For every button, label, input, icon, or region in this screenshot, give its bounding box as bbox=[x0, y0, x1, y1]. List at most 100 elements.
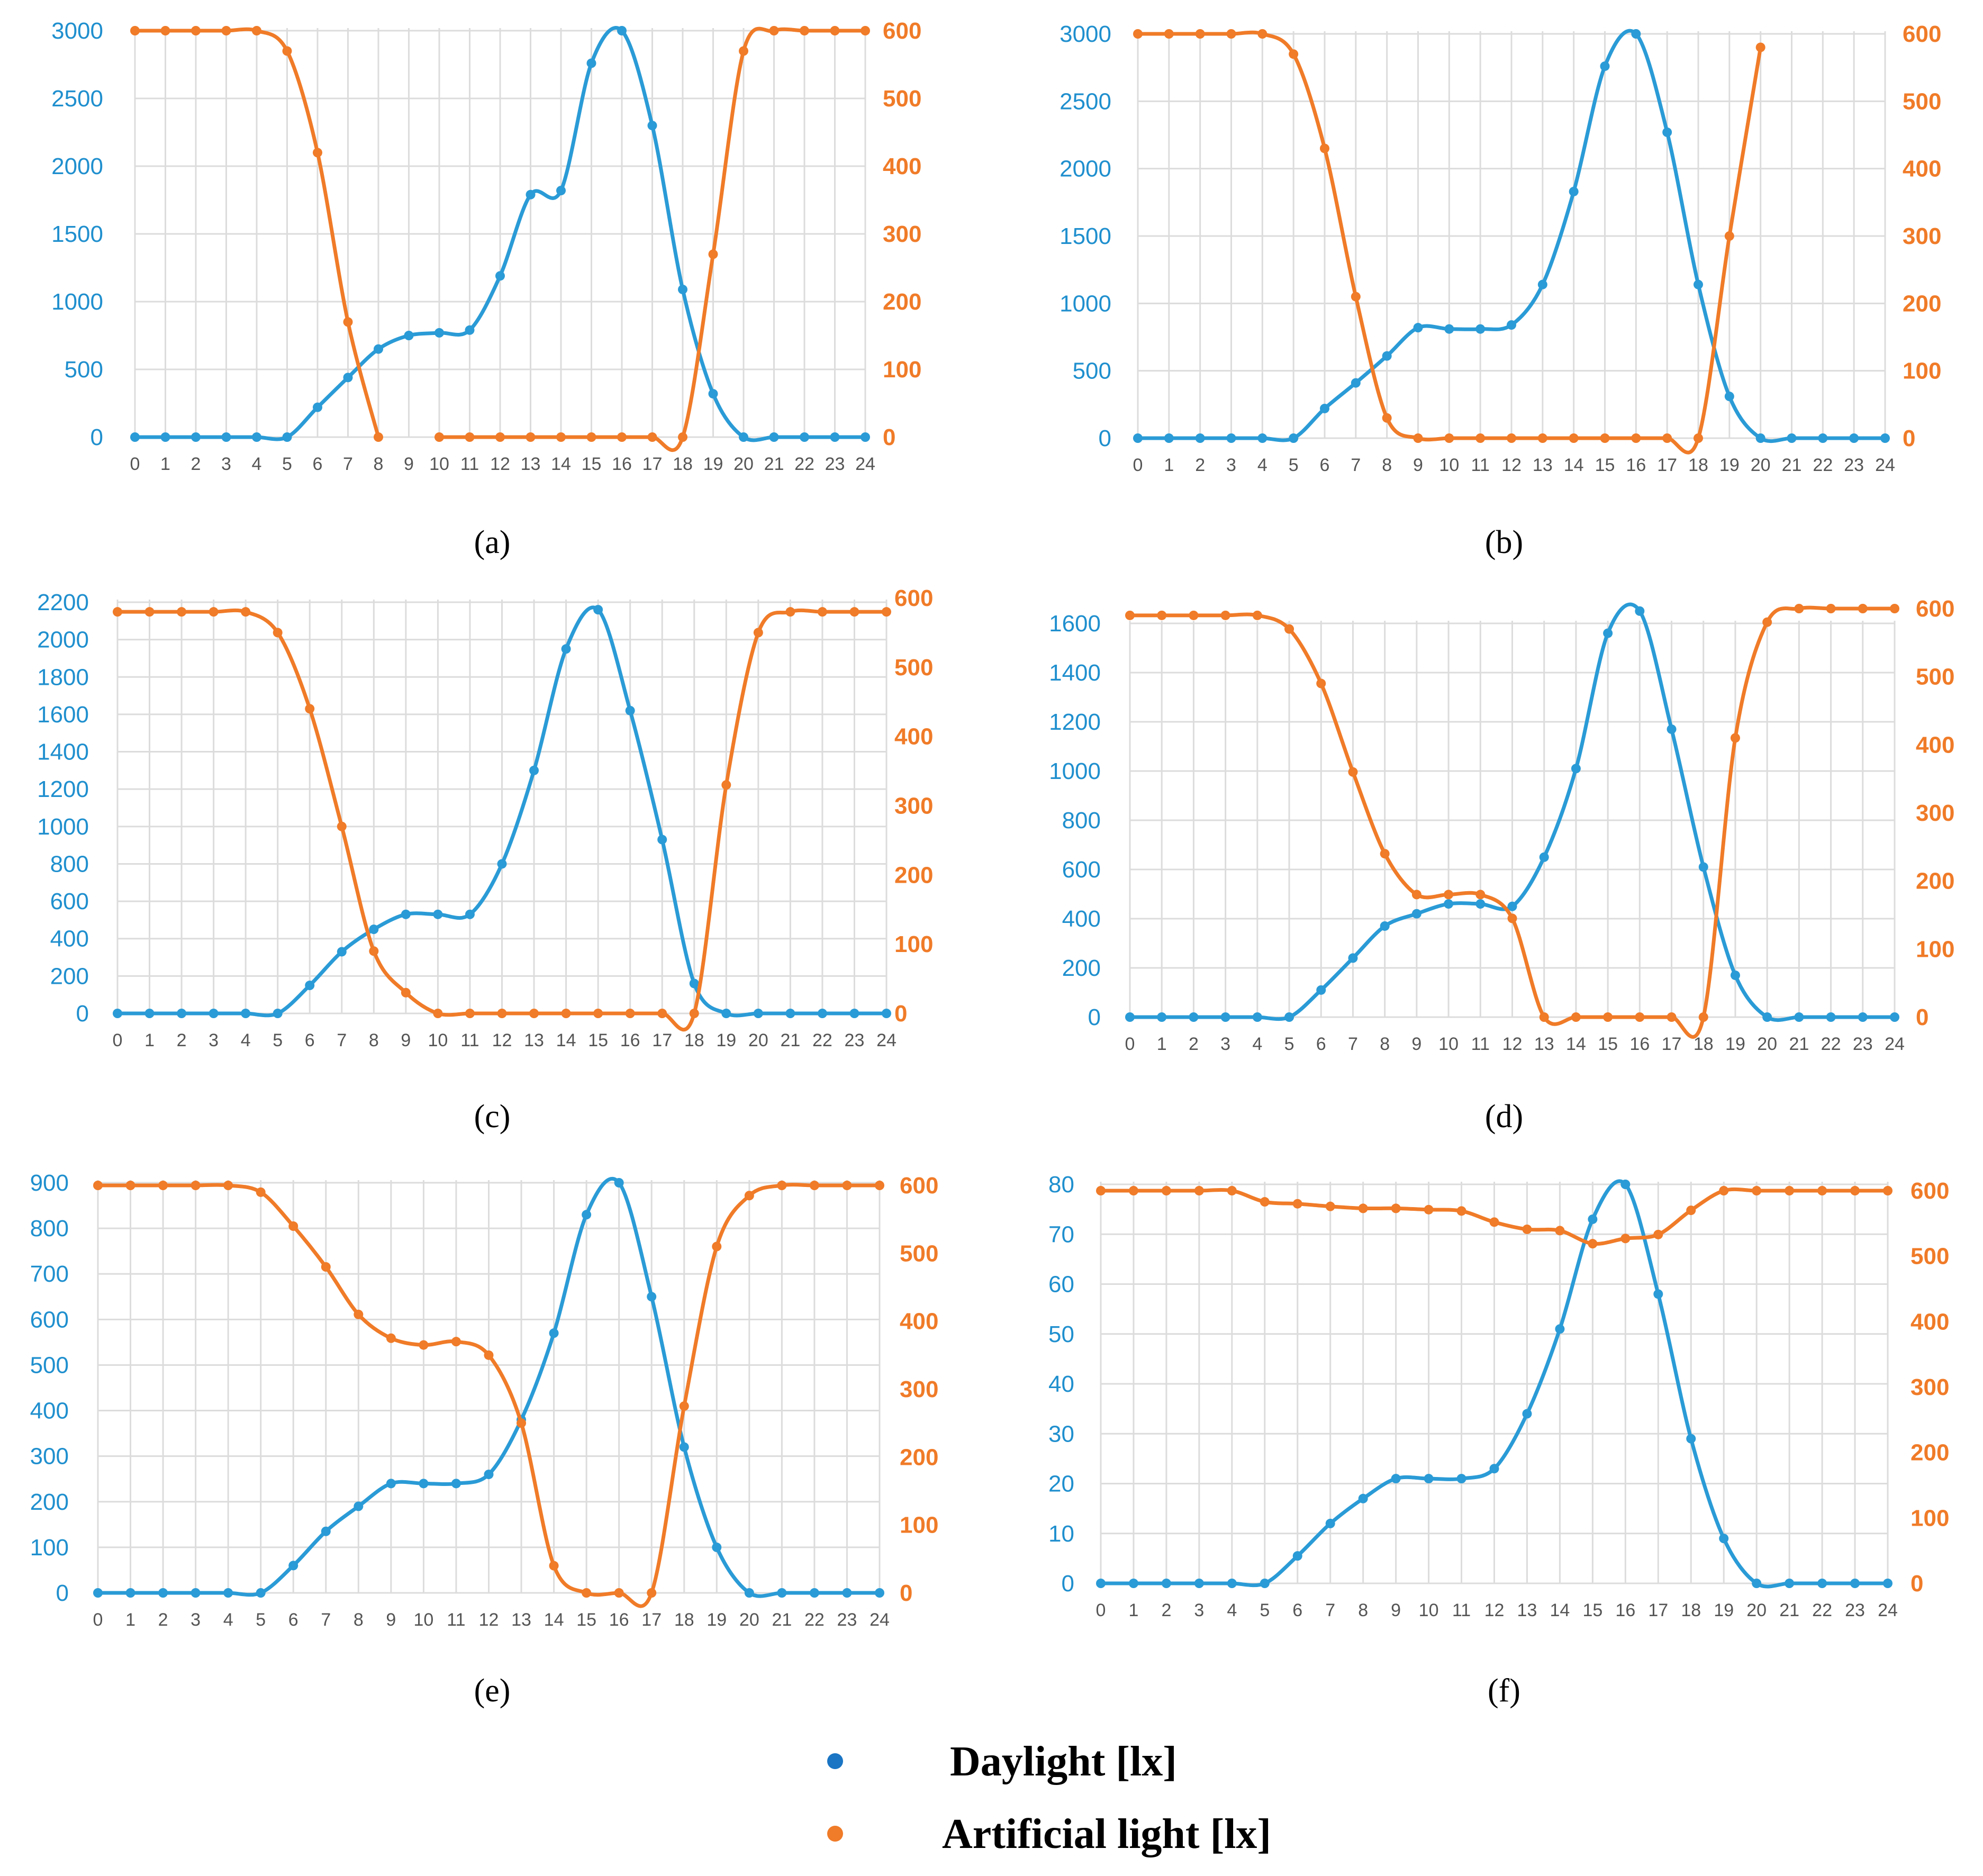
y-right-tick-label: 100 bbox=[894, 931, 933, 957]
data-point-artificial bbox=[1507, 913, 1517, 923]
x-tick-label: 8 bbox=[374, 454, 384, 474]
data-point-daylight bbox=[817, 1009, 827, 1018]
data-point-daylight bbox=[1252, 1012, 1262, 1022]
data-point-daylight bbox=[1195, 433, 1205, 443]
y-right-tick-label: 100 bbox=[900, 1512, 938, 1538]
data-point-artificial bbox=[617, 432, 627, 442]
data-point-daylight bbox=[1826, 1012, 1836, 1022]
x-tick-label: 24 bbox=[1885, 1034, 1905, 1054]
data-point-daylight bbox=[1719, 1534, 1729, 1544]
data-point-artificial bbox=[708, 249, 718, 259]
x-tick-label: 3 bbox=[1220, 1034, 1230, 1054]
data-point-daylight bbox=[1724, 392, 1734, 402]
x-tick-label: 4 bbox=[1252, 1034, 1262, 1054]
x-tick-label: 12 bbox=[1502, 1034, 1523, 1054]
data-point-artificial bbox=[223, 1181, 233, 1190]
x-tick-label: 18 bbox=[684, 1030, 704, 1050]
y-right-tick-label: 300 bbox=[1903, 223, 1941, 249]
data-point-artificial bbox=[209, 607, 219, 617]
data-point-artificial bbox=[1164, 29, 1174, 39]
x-tick-label: 22 bbox=[1813, 455, 1833, 475]
data-point-artificial bbox=[1694, 433, 1703, 443]
y-right-tick-label: 400 bbox=[1910, 1309, 1949, 1335]
data-point-daylight bbox=[861, 432, 870, 442]
y-left-tick-label: 800 bbox=[1062, 808, 1101, 833]
data-point-artificial bbox=[495, 432, 505, 442]
data-point-artificial bbox=[273, 628, 283, 638]
data-point-artificial bbox=[739, 46, 748, 56]
y-left-tick-label: 2500 bbox=[1060, 88, 1111, 114]
data-point-daylight bbox=[1698, 862, 1708, 872]
data-point-daylight bbox=[191, 1588, 201, 1598]
data-point-artificial bbox=[1620, 1234, 1631, 1244]
y-left-tick-label: 1000 bbox=[1049, 758, 1101, 784]
data-point-daylight bbox=[1890, 1012, 1899, 1022]
data-point-daylight bbox=[842, 1588, 852, 1598]
y-left-tick-label: 0 bbox=[1088, 1004, 1101, 1030]
x-tick-label: 12 bbox=[479, 1610, 499, 1630]
y-right-tick-label: 400 bbox=[894, 724, 933, 750]
chart-c: 0200400600800100012001400160018002000220… bbox=[37, 585, 933, 1050]
data-point-artificial bbox=[369, 946, 379, 956]
x-tick-label: 15 bbox=[1595, 455, 1615, 475]
y-right-tick-label: 200 bbox=[1903, 291, 1941, 316]
data-point-daylight bbox=[1787, 433, 1797, 443]
x-tick-label: 9 bbox=[386, 1610, 396, 1630]
y-right-tick-label: 500 bbox=[1903, 88, 1941, 114]
y-right-tick-label: 300 bbox=[883, 221, 921, 247]
x-tick-label: 20 bbox=[1751, 455, 1771, 475]
y-left-tick-label: 3000 bbox=[51, 18, 103, 44]
x-tick-label: 6 bbox=[1316, 1034, 1326, 1054]
data-point-daylight bbox=[614, 1178, 624, 1188]
y-left-tick-label: 2200 bbox=[37, 590, 89, 615]
y-left-tick-label: 300 bbox=[30, 1444, 69, 1470]
data-point-daylight bbox=[593, 605, 603, 615]
data-point-artificial bbox=[1631, 433, 1641, 443]
x-tick-label: 11 bbox=[1471, 1034, 1490, 1054]
y-left-tick-label: 0 bbox=[56, 1580, 69, 1606]
y-left-tick-label: 900 bbox=[30, 1170, 69, 1196]
x-tick-label: 15 bbox=[588, 1030, 608, 1050]
data-point-daylight bbox=[144, 1009, 155, 1018]
y-left-tick-label: 1400 bbox=[37, 739, 89, 765]
data-point-daylight bbox=[1730, 970, 1740, 980]
data-point-artificial bbox=[1858, 604, 1868, 613]
x-tick-label: 5 bbox=[1284, 1034, 1294, 1054]
x-tick-label: 19 bbox=[703, 454, 723, 474]
x-tick-label: 2 bbox=[1161, 1600, 1171, 1620]
data-point-artificial bbox=[1603, 1012, 1613, 1022]
data-point-artificial bbox=[1411, 890, 1421, 900]
data-point-artificial bbox=[561, 1009, 571, 1018]
x-tick-label: 18 bbox=[1681, 1600, 1701, 1620]
data-point-artificial bbox=[1785, 1186, 1795, 1195]
data-point-daylight bbox=[337, 947, 347, 957]
data-point-daylight bbox=[1507, 320, 1516, 330]
data-point-artificial bbox=[657, 1009, 667, 1018]
data-point-artificial bbox=[1161, 1186, 1171, 1195]
x-tick-label: 5 bbox=[1260, 1600, 1270, 1620]
y-right-tick-label: 600 bbox=[1903, 21, 1941, 47]
data-point-artificial bbox=[1507, 433, 1516, 443]
data-point-artificial bbox=[305, 704, 315, 714]
panel-label-a: (a) bbox=[474, 524, 511, 560]
y-right-tick-label: 400 bbox=[1903, 156, 1941, 182]
y-right-tick-label: 300 bbox=[894, 793, 933, 819]
y-right-tick-label: 400 bbox=[900, 1309, 938, 1335]
y-right-tick-label: 100 bbox=[1903, 358, 1941, 384]
data-point-artificial bbox=[1653, 1229, 1663, 1239]
data-point-daylight bbox=[343, 373, 353, 383]
x-tick-label: 0 bbox=[1133, 455, 1143, 475]
data-point-artificial bbox=[625, 1009, 635, 1018]
data-point-artificial bbox=[1456, 1206, 1466, 1216]
data-point-daylight bbox=[1555, 1324, 1565, 1334]
x-tick-label: 7 bbox=[337, 1030, 347, 1050]
data-point-artificial bbox=[712, 1241, 722, 1252]
data-point-daylight bbox=[1413, 323, 1423, 333]
x-tick-label: 12 bbox=[490, 454, 510, 474]
x-tick-label: 4 bbox=[223, 1610, 233, 1630]
data-point-daylight bbox=[1752, 1579, 1762, 1588]
y-left-tick-label: 200 bbox=[50, 963, 89, 989]
x-tick-label: 7 bbox=[343, 454, 353, 474]
gridlines bbox=[1137, 31, 1886, 439]
x-tick-label: 17 bbox=[641, 1610, 662, 1630]
